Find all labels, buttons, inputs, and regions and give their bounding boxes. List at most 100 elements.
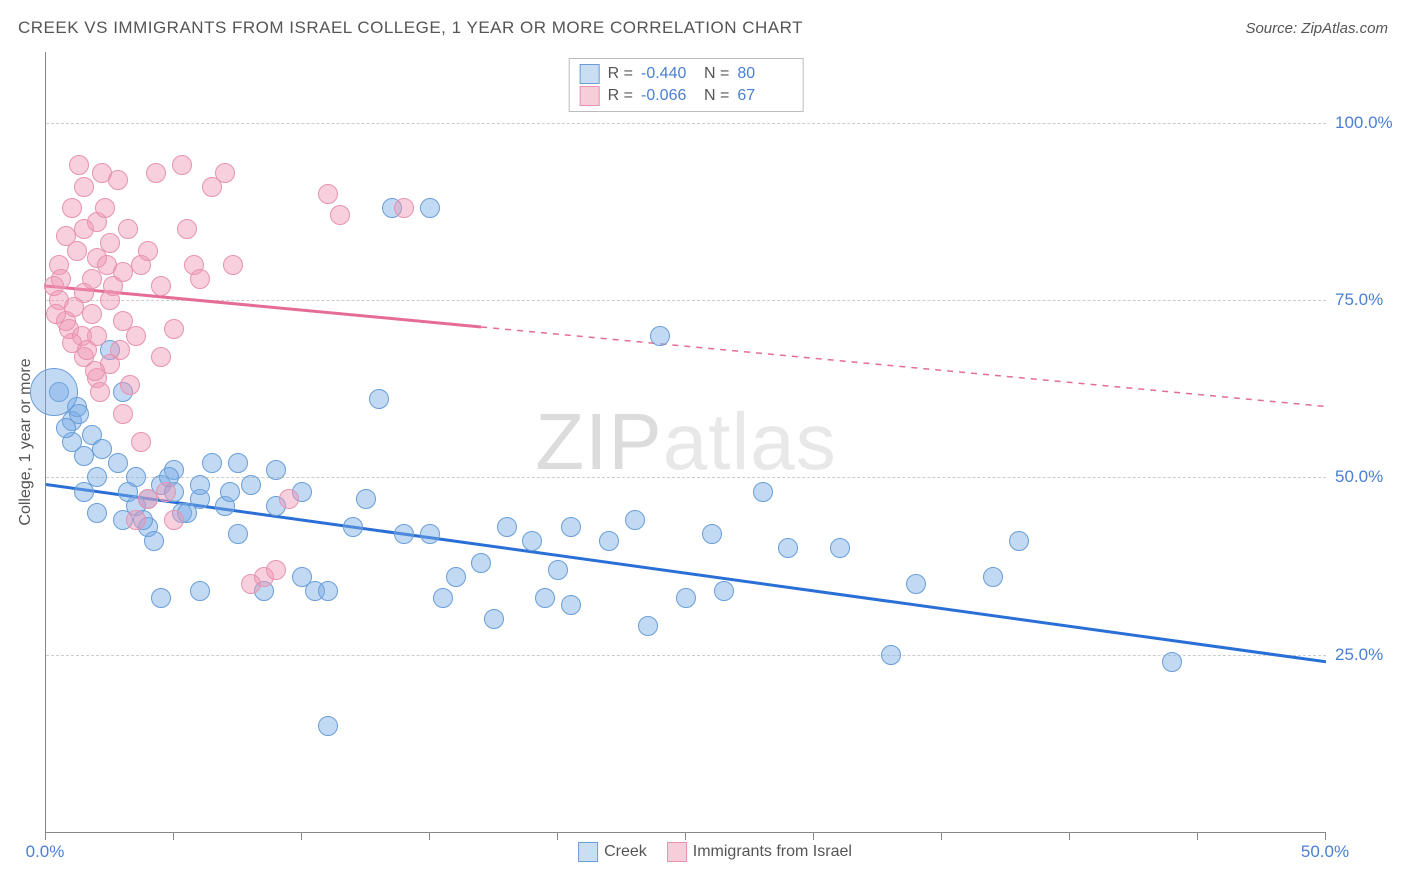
data-point bbox=[266, 560, 286, 580]
stat-r-label: R = bbox=[608, 87, 633, 105]
data-point bbox=[625, 510, 645, 530]
data-point bbox=[356, 489, 376, 509]
data-point bbox=[420, 198, 440, 218]
stat-n-label: N = bbox=[704, 65, 729, 83]
trend-line-solid bbox=[46, 485, 1326, 662]
data-point bbox=[87, 503, 107, 523]
data-point bbox=[522, 531, 542, 551]
data-point bbox=[220, 482, 240, 502]
x-tick bbox=[557, 832, 558, 840]
legend-label: Immigrants from Israel bbox=[693, 843, 852, 861]
x-tick bbox=[45, 832, 46, 840]
data-point bbox=[343, 517, 363, 537]
data-point bbox=[113, 404, 133, 424]
legend-item: Immigrants from Israel bbox=[667, 842, 852, 862]
stat-r-label: R = bbox=[608, 65, 633, 83]
data-point bbox=[318, 184, 338, 204]
data-point bbox=[144, 531, 164, 551]
legend-swatch bbox=[580, 86, 600, 106]
data-point bbox=[69, 155, 89, 175]
trend-lines bbox=[46, 52, 1326, 832]
y-tick-label: 100.0% bbox=[1335, 113, 1393, 133]
data-point bbox=[103, 276, 123, 296]
stat-n-value: 67 bbox=[737, 87, 792, 105]
data-point bbox=[318, 716, 338, 736]
x-tick-label: 50.0% bbox=[1301, 842, 1349, 862]
data-point bbox=[228, 453, 248, 473]
legend-swatch bbox=[667, 842, 687, 862]
x-tick bbox=[429, 832, 430, 840]
data-point bbox=[1162, 652, 1182, 672]
gridline bbox=[46, 123, 1326, 124]
legend-swatch bbox=[580, 64, 600, 84]
data-point bbox=[638, 616, 658, 636]
data-point bbox=[108, 453, 128, 473]
stats-row: R =-0.066N =67 bbox=[580, 85, 793, 107]
data-point bbox=[420, 524, 440, 544]
data-point bbox=[830, 538, 850, 558]
data-point bbox=[172, 155, 192, 175]
data-point bbox=[87, 467, 107, 487]
data-point bbox=[228, 524, 248, 544]
x-tick bbox=[1197, 832, 1198, 840]
data-point bbox=[433, 588, 453, 608]
data-point bbox=[202, 453, 222, 473]
data-point bbox=[164, 510, 184, 530]
data-point bbox=[177, 219, 197, 239]
data-point bbox=[369, 389, 389, 409]
gridline bbox=[46, 655, 1326, 656]
data-point bbox=[484, 609, 504, 629]
data-point bbox=[753, 482, 773, 502]
data-point bbox=[138, 241, 158, 261]
x-tick bbox=[813, 832, 814, 840]
x-tick bbox=[1325, 832, 1326, 840]
data-point bbox=[190, 269, 210, 289]
data-point bbox=[74, 177, 94, 197]
x-tick bbox=[941, 832, 942, 840]
data-point bbox=[702, 524, 722, 544]
stat-r-value: -0.066 bbox=[641, 87, 696, 105]
data-point bbox=[90, 382, 110, 402]
data-point bbox=[85, 361, 105, 381]
data-point bbox=[108, 170, 128, 190]
x-tick bbox=[173, 832, 174, 840]
data-point bbox=[164, 319, 184, 339]
data-point bbox=[1009, 531, 1029, 551]
legend-swatch bbox=[578, 842, 598, 862]
data-point bbox=[446, 567, 466, 587]
data-point bbox=[778, 538, 798, 558]
x-tick bbox=[1069, 832, 1070, 840]
stats-row: R = -0.440 N = 80 bbox=[580, 63, 793, 85]
data-point bbox=[126, 510, 146, 530]
data-point bbox=[676, 588, 696, 608]
watermark-atlas: atlas bbox=[663, 397, 837, 486]
data-point bbox=[120, 375, 140, 395]
data-point bbox=[394, 524, 414, 544]
stat-n-value: 80 bbox=[737, 65, 792, 83]
x-tick bbox=[685, 832, 686, 840]
data-point bbox=[190, 581, 210, 601]
x-tick-label: 0.0% bbox=[26, 842, 65, 862]
data-point bbox=[151, 347, 171, 367]
data-point bbox=[535, 588, 555, 608]
data-point bbox=[548, 560, 568, 580]
data-point bbox=[126, 326, 146, 346]
data-point bbox=[497, 517, 517, 537]
data-point bbox=[881, 645, 901, 665]
data-point bbox=[330, 205, 350, 225]
stat-r-value: -0.440 bbox=[641, 65, 696, 83]
data-point bbox=[394, 198, 414, 218]
data-point bbox=[650, 326, 670, 346]
plot-area: ZIPatlas R =-0.440N =80R =-0.066N =67 bbox=[45, 52, 1326, 833]
legend-label: Creek bbox=[604, 843, 647, 861]
data-point bbox=[190, 475, 210, 495]
data-point bbox=[714, 581, 734, 601]
data-point bbox=[82, 304, 102, 324]
data-point bbox=[906, 574, 926, 594]
data-point bbox=[67, 241, 87, 261]
data-point bbox=[318, 581, 338, 601]
data-point bbox=[156, 482, 176, 502]
source-label: Source: ZipAtlas.com bbox=[1245, 20, 1388, 37]
data-point bbox=[223, 255, 243, 275]
trend-line-dashed bbox=[481, 327, 1326, 407]
